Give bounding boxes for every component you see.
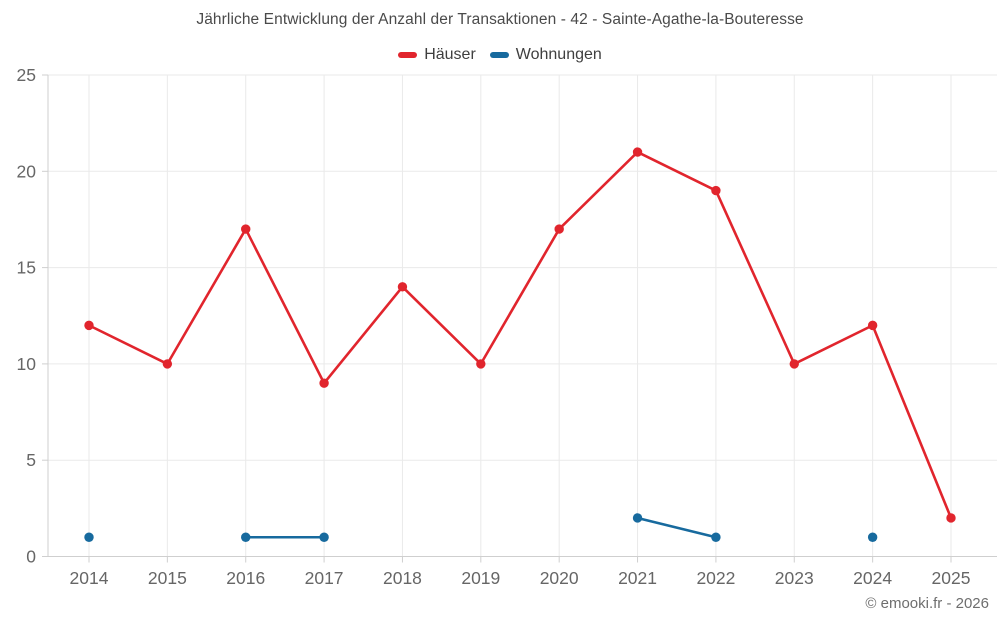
y-tick-label: 10 <box>17 354 37 374</box>
x-tick-label: 2020 <box>540 568 579 588</box>
x-tick-label: 2017 <box>305 568 344 588</box>
y-tick-label: 20 <box>17 161 37 181</box>
data-point-huser[interactable] <box>84 320 94 331</box>
x-tick-label: 2022 <box>696 568 735 588</box>
x-tick-label: 2019 <box>461 568 500 588</box>
data-point-huser[interactable] <box>162 359 173 369</box>
data-point-huser[interactable] <box>397 282 408 292</box>
data-point-wohnungen[interactable] <box>241 532 251 542</box>
x-tick-label: 2014 <box>70 568 109 588</box>
haeuser-series-swatch <box>398 52 418 58</box>
x-tick-label: 2023 <box>775 568 814 588</box>
x-tick-label: 2021 <box>618 568 657 588</box>
data-point-wohnungen[interactable] <box>84 532 94 542</box>
copyright: © emooki.fr - 2026 <box>865 595 989 612</box>
legend-item-haeuser[interactable]: Häuser <box>398 46 476 64</box>
y-tick-label: 5 <box>26 450 36 470</box>
legend-item-wohnungen[interactable]: Wohnungen <box>489 46 602 64</box>
data-point-wohnungen[interactable] <box>319 532 329 542</box>
data-point-huser[interactable] <box>476 359 486 369</box>
x-tick-label: 2016 <box>226 568 265 588</box>
x-tick-label: 2024 <box>853 568 892 588</box>
legend-label-haeuser: Häuser <box>424 46 476 63</box>
data-point-huser[interactable] <box>632 147 643 157</box>
legend: Häuser Wohnungen <box>0 46 1000 64</box>
y-tick-label: 25 <box>17 65 36 85</box>
data-point-huser[interactable] <box>789 359 799 369</box>
series-line-huser <box>87 150 953 520</box>
data-point-huser[interactable] <box>711 185 721 196</box>
series-line-wohnungen <box>636 516 718 539</box>
data-point-wohnungen[interactable] <box>711 532 721 542</box>
data-point-huser[interactable] <box>867 320 878 331</box>
data-point-huser[interactable] <box>241 224 251 234</box>
legend-label-wohnungen: Wohnungen <box>515 46 602 63</box>
data-point-wohnungen[interactable] <box>867 532 878 542</box>
x-tick-label: 2018 <box>383 568 422 588</box>
wohnungen-series-swatch <box>489 52 509 58</box>
data-point-wohnungen[interactable] <box>632 513 643 523</box>
data-point-huser[interactable] <box>319 378 329 388</box>
x-tick-label: 2025 <box>932 568 971 588</box>
x-tick-label: 2015 <box>148 568 187 588</box>
data-point-huser[interactable] <box>554 224 564 234</box>
y-tick-label: 0 <box>26 547 36 567</box>
data-point-huser[interactable] <box>946 513 956 523</box>
chart-title: Jährliche Entwicklung der Anzahl der Tra… <box>196 11 804 28</box>
y-tick-label: 15 <box>17 258 36 278</box>
